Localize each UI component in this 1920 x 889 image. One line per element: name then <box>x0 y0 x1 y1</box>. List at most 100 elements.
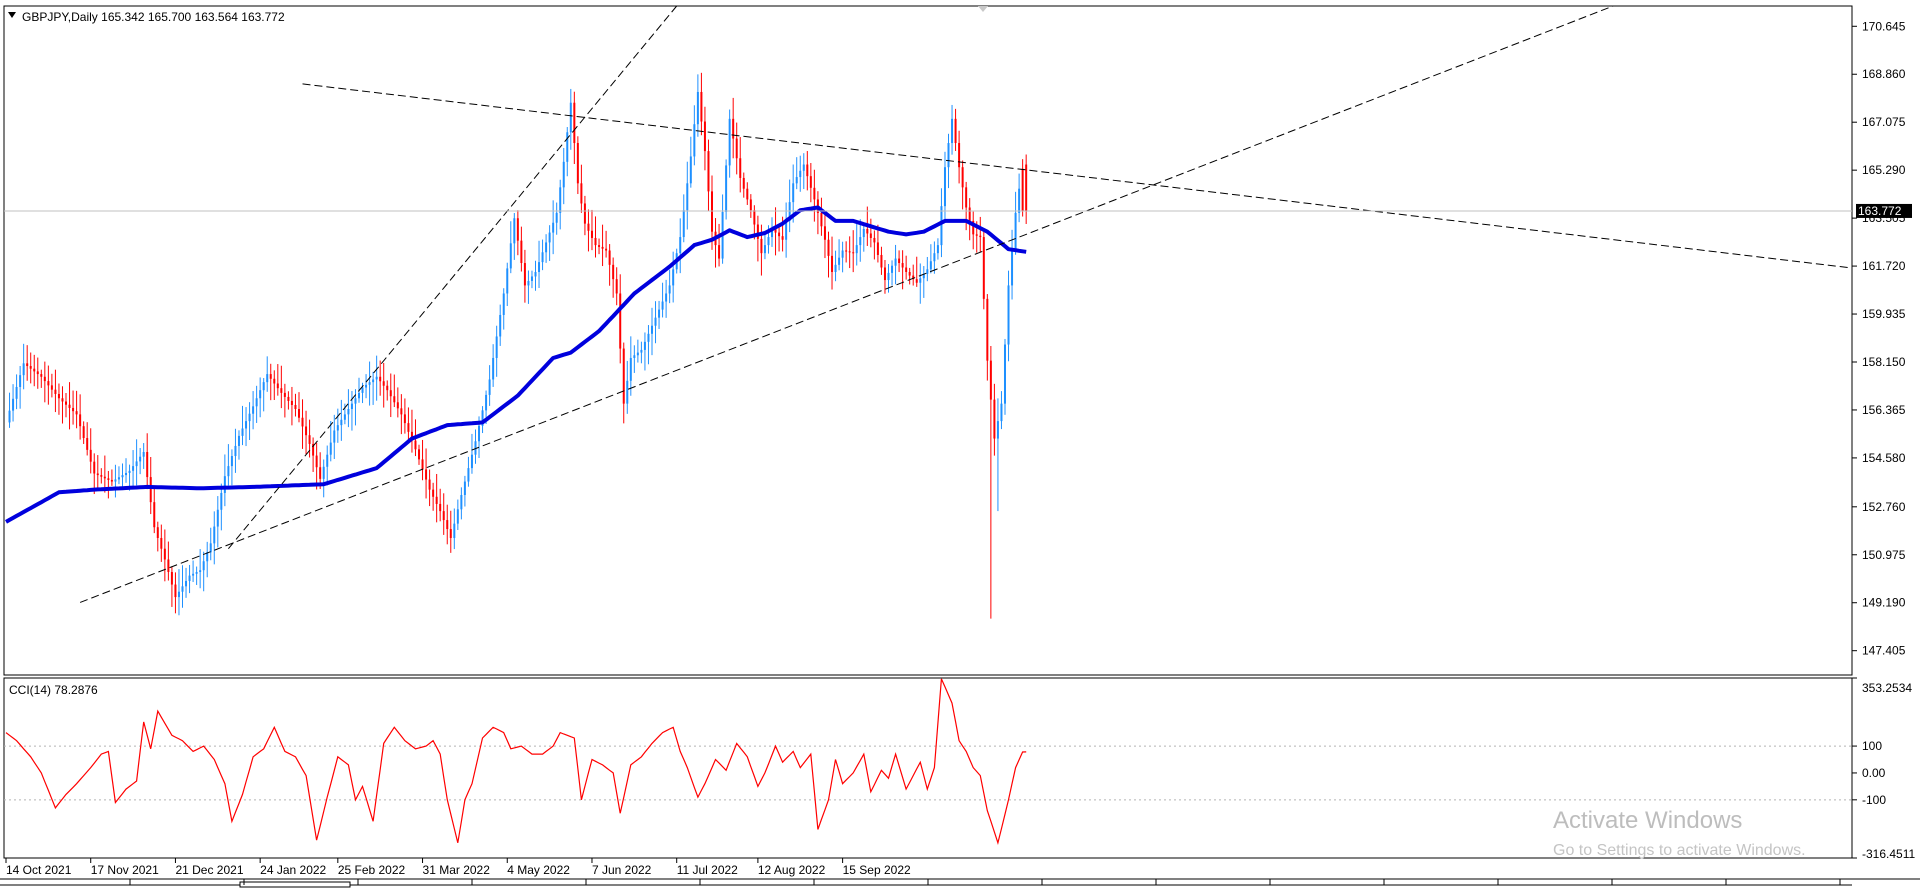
candle <box>809 162 812 203</box>
candle <box>658 300 661 329</box>
candle <box>583 195 586 236</box>
candle <box>894 244 897 285</box>
moving-average-line <box>5 205 1027 524</box>
candle <box>951 104 954 155</box>
candle <box>456 499 459 531</box>
price-tick-label: 168.860 <box>1862 67 1906 81</box>
candle <box>993 383 996 456</box>
candle <box>446 504 449 545</box>
candle <box>908 267 911 285</box>
candle <box>622 342 625 424</box>
candle <box>1011 229 1014 300</box>
candle <box>125 458 128 483</box>
candle <box>869 218 872 248</box>
candle <box>788 179 791 233</box>
price-tick-label: 158.150 <box>1862 355 1906 369</box>
candle <box>612 257 615 298</box>
candle <box>400 394 403 435</box>
collapse-arrow-icon[interactable] <box>8 12 16 18</box>
candle <box>749 194 752 218</box>
candle <box>375 355 378 401</box>
candle <box>548 225 551 261</box>
time-tick-label: 7 Jun 2022 <box>592 863 652 877</box>
candle <box>276 364 279 396</box>
candle <box>823 214 826 259</box>
candle <box>1025 154 1028 224</box>
candle <box>8 392 11 428</box>
candle <box>799 155 802 192</box>
candle <box>33 354 36 387</box>
candle <box>996 398 999 512</box>
candle <box>509 221 512 274</box>
candle <box>425 448 428 499</box>
candle <box>407 407 410 442</box>
cci-axis: 353.2534 100 0.00 -100 -316.4511 <box>1852 677 1915 861</box>
candle <box>195 566 198 585</box>
price-tick-label: 170.645 <box>1862 19 1906 33</box>
candle <box>442 493 445 535</box>
trendline[interactable] <box>228 5 678 550</box>
candle <box>513 213 516 260</box>
candle <box>689 136 692 188</box>
candle <box>305 410 308 455</box>
candle <box>96 455 99 490</box>
candle <box>989 345 992 619</box>
cci-pane[interactable]: CCI(14) 78.2876 <box>3 677 1853 859</box>
candle <box>463 475 466 507</box>
candle <box>541 239 544 271</box>
candle <box>590 209 593 251</box>
price-tick-label: 156.365 <box>1862 403 1906 417</box>
scroll-indicator[interactable] <box>239 881 351 888</box>
candle <box>523 249 526 303</box>
candle <box>1000 391 1003 430</box>
candle <box>922 266 925 298</box>
cci-tick-label: -100 <box>1862 793 1886 807</box>
candle <box>312 437 315 472</box>
candle <box>65 392 68 418</box>
candle <box>61 386 64 424</box>
candle <box>873 230 876 260</box>
candle <box>135 439 138 486</box>
candle <box>968 198 971 241</box>
candle <box>516 210 519 256</box>
candle <box>763 230 766 260</box>
trendline[interactable] <box>302 83 1853 269</box>
candle <box>255 385 258 423</box>
candle <box>290 386 293 426</box>
candle <box>227 444 230 486</box>
candle <box>492 344 495 387</box>
price-tick-label: 152.760 <box>1862 500 1906 514</box>
candle <box>520 226 523 272</box>
trendline[interactable] <box>79 5 1614 603</box>
candle <box>170 566 173 607</box>
shift-marker-icon[interactable] <box>978 6 988 12</box>
candle <box>230 449 233 486</box>
candle <box>269 363 272 401</box>
candle <box>432 482 435 511</box>
candle <box>756 215 759 262</box>
candle <box>594 216 597 258</box>
candle <box>174 572 177 614</box>
candle <box>915 256 918 287</box>
candle <box>248 402 251 440</box>
cci-line <box>5 678 1027 845</box>
cci-tick-label: 353.2534 <box>1862 681 1912 695</box>
candle <box>54 369 57 413</box>
candle <box>100 468 103 484</box>
candle <box>220 483 223 531</box>
candle <box>75 390 78 429</box>
price-pane[interactable]: GBPJPY,Daily 165.342 165.700 163.564 163… <box>3 5 1853 676</box>
candle <box>718 223 721 267</box>
candle <box>929 244 932 274</box>
candle <box>439 488 442 522</box>
candle <box>301 399 304 449</box>
candle <box>57 383 60 415</box>
candle <box>728 109 731 178</box>
candle <box>891 260 894 286</box>
candle <box>972 211 975 250</box>
watermark-line1: Activate Windows <box>1553 807 1742 834</box>
candle <box>696 74 699 137</box>
candle <box>167 541 170 581</box>
candle <box>103 455 106 493</box>
